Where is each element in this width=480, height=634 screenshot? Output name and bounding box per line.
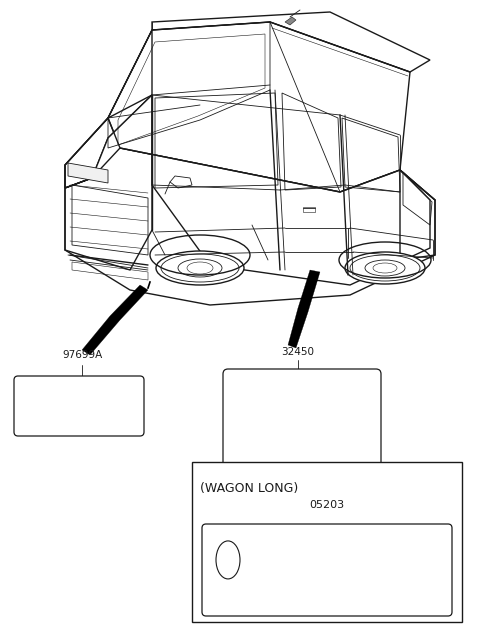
Ellipse shape [178, 259, 222, 277]
Text: 97699A: 97699A [62, 350, 102, 360]
FancyBboxPatch shape [202, 524, 452, 616]
Polygon shape [288, 270, 320, 348]
Polygon shape [285, 17, 296, 25]
Polygon shape [82, 285, 148, 355]
FancyBboxPatch shape [223, 369, 381, 467]
Text: (WAGON LONG): (WAGON LONG) [200, 482, 298, 495]
Ellipse shape [365, 260, 405, 276]
Ellipse shape [345, 252, 425, 284]
Polygon shape [65, 95, 430, 285]
Text: 05203: 05203 [310, 500, 345, 510]
FancyBboxPatch shape [14, 376, 144, 436]
Polygon shape [68, 163, 108, 183]
Ellipse shape [156, 251, 244, 285]
FancyBboxPatch shape [192, 462, 462, 622]
Text: 32450: 32450 [281, 347, 314, 357]
